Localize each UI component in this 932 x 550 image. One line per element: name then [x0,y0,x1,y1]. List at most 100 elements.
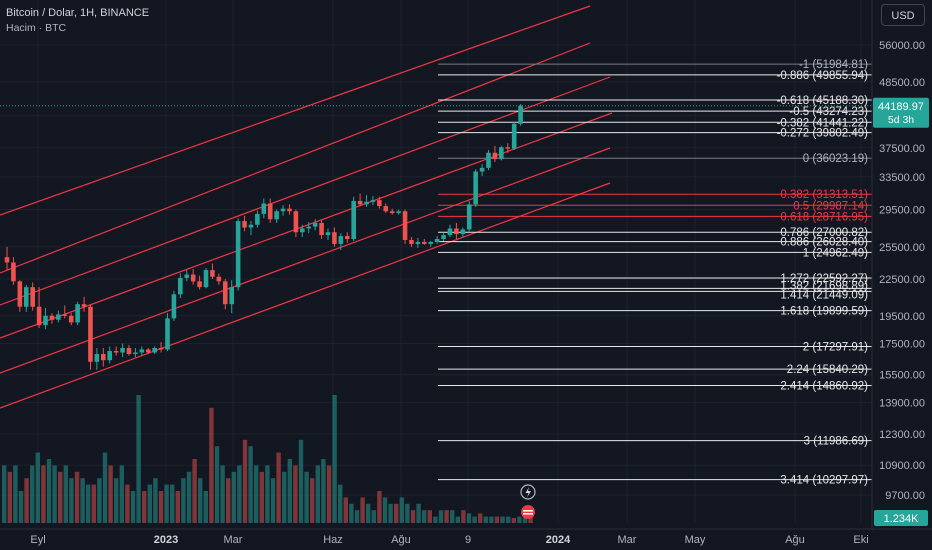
volume-bar [321,459,326,523]
candle-body [165,318,170,350]
volume-bar [63,465,68,523]
channel-line[interactable] [0,182,611,409]
volume-bar [7,471,12,523]
candle-body [81,304,87,307]
volume-bar [416,503,421,523]
candle-body [197,281,202,288]
candle-body [479,167,485,172]
volume-bar [310,478,315,523]
price-tick-label: 33500.00 [879,172,925,184]
candle-body [17,281,23,307]
volume-bar [69,478,74,523]
volume-bar [461,510,466,523]
candle-body [248,224,254,228]
volume-bar [13,465,18,523]
candle-body [344,236,350,239]
candle-body [120,347,125,353]
candle-body [30,287,35,307]
candle-body [43,315,48,326]
candle-body [377,200,382,207]
time-axis[interactable]: Eyl 2023 Mar Haz Ağu 9 2024 Mar May Ağu Eki [0,528,932,546]
volume-bar [254,465,259,523]
price-tick-label: 37500.00 [879,143,925,155]
volume-bar [394,503,399,523]
currency-button[interactable]: USD [881,4,925,26]
volume-bar [80,478,85,523]
price-tick-label: 13900.00 [879,398,925,410]
volume-bar [142,491,147,523]
price-tick-label: 10900.00 [879,460,925,472]
fibonacci-extension[interactable]: -1 (51984.81)-0.886 (49855.94) -0.618 (45… [438,59,872,487]
candle-body [133,352,138,355]
candle-body [274,211,279,220]
volume-bar [354,510,360,523]
fib-level-label: 1.272 (22592.27) [780,273,868,285]
us-flag-event-icon[interactable] [521,505,535,519]
price-tick-label: 56000.00 [879,40,925,52]
price-tick-label: 9700.00 [885,490,925,502]
candle-body [158,347,164,350]
volume-bar [24,478,29,523]
candle-body [466,204,472,230]
time-tick-label: May [685,534,706,546]
channel-line[interactable] [0,147,611,374]
channel-line[interactable] [0,5,591,216]
volume-bar [410,510,416,523]
price-tick-label: 25500.00 [879,242,925,254]
parallel-channel[interactable] [0,5,613,409]
fib-level-label: 0.886 (26028.40) [780,237,868,249]
volume-bar [427,510,432,523]
candle-body [441,235,446,239]
candle-body [422,241,427,244]
channel-line[interactable] [0,112,613,339]
candle-body [338,236,344,244]
candle-body [428,241,434,244]
fib-level-label: 0.382 (31313.51) [780,189,868,201]
symbol-title[interactable]: Bitcoin / Dolar, 1H, BINANCE [6,7,150,19]
volume-bar [2,465,7,523]
price-tick-label: 17500.00 [879,339,925,351]
fib-level-label: -1 (51984.81) [799,59,868,71]
volume-bar [528,514,533,523]
volume-bar [153,478,158,523]
time-tick-label: 9 [465,534,471,546]
candle-body [370,200,376,202]
fib-level-label: 0.618 (28716.95) [780,211,868,223]
volume-bar [293,465,298,523]
candle-body [332,232,337,244]
time-tick-label: 2024 [546,534,571,546]
volume-bar [136,395,141,523]
candle-body [389,211,395,214]
candle-body [23,287,29,307]
volume-bar [158,491,164,523]
candle-body [434,238,440,242]
channel-line[interactable] [0,76,611,306]
volume-title[interactable]: Hacim · BTC [6,22,67,34]
price-axis[interactable]: 56000.0048500.0042500.0037500.0033500.00… [871,0,925,530]
price-tick-label: 48500.00 [879,77,925,89]
candle-body [473,171,478,205]
flag-stripe [523,510,533,512]
volume-bar [231,471,236,523]
candle-body [511,123,517,149]
volume-bar [30,465,35,523]
time-tick-label: Ağu [785,534,805,546]
volume-bar [371,510,376,523]
volume-bar [377,491,382,523]
bar-countdown: 5d 3h [888,114,914,126]
candle-body [171,294,177,319]
candle-body [255,213,260,225]
candle-body [203,270,209,288]
fib-level-label: 2 (17297.91) [803,342,868,354]
candle-body [229,287,234,305]
price-tick-label: 15500.00 [879,370,925,382]
volume-bar [489,516,494,523]
channel-line[interactable] [0,42,591,274]
candle-body [492,152,498,160]
time-tick-label: Eki [853,534,868,546]
candle-body [364,201,369,205]
fib-level-label: -0.618 (45188.30) [777,95,869,107]
time-tick-label: Eyl [30,534,45,546]
volume-bar [237,465,242,523]
